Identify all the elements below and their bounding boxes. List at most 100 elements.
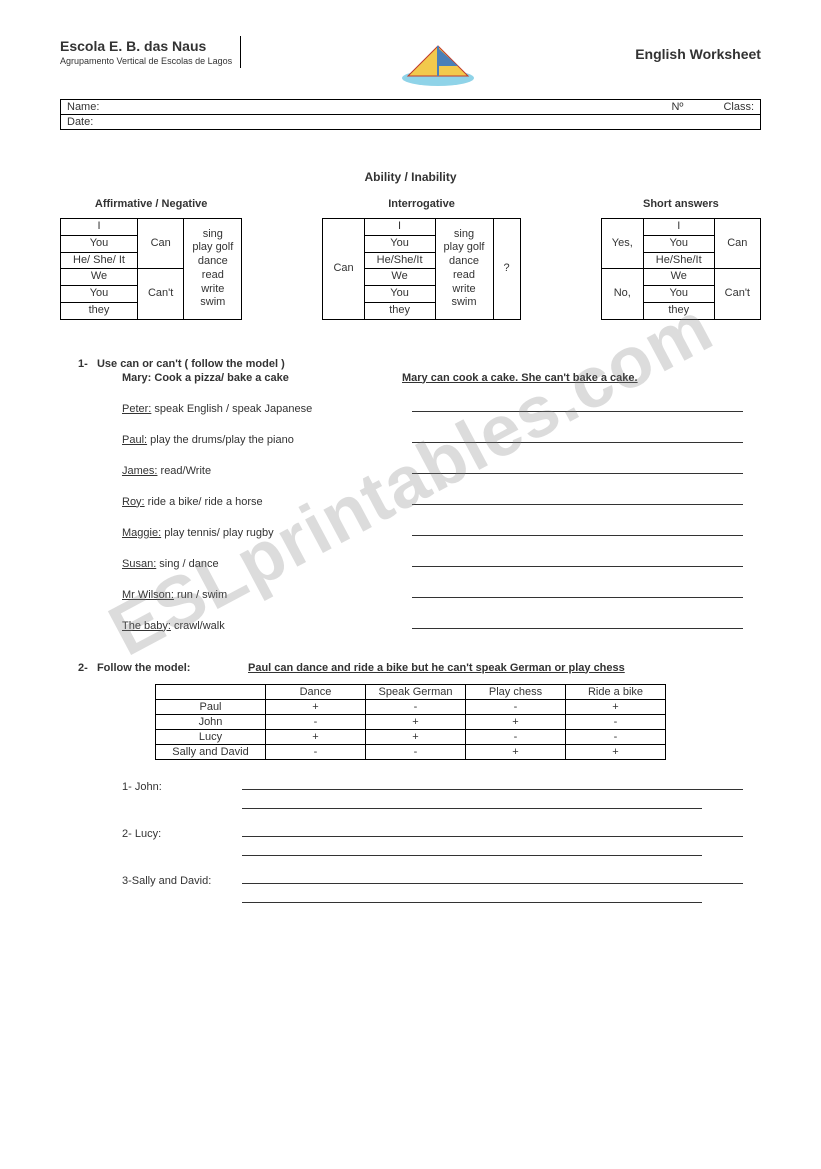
subj-cell: I	[364, 219, 435, 236]
subj-cell: He/She/It	[364, 252, 435, 269]
ex1-answer-blank[interactable]	[412, 555, 743, 567]
short-title: Short answers	[601, 198, 761, 210]
school-subtitle: Agrupamento Vertical de Escolas de Lagos	[60, 56, 232, 66]
ex1-model-row: Mary: Cook a pizza/ bake a cake Mary can…	[78, 372, 743, 384]
ex1-prompt: Paul: play the drums/play the piano	[122, 434, 412, 446]
ex2-num: 2-	[78, 662, 88, 674]
subj-cell: You	[643, 235, 714, 252]
ex1-answer-blank[interactable]	[412, 431, 743, 443]
ex1-answer-blank[interactable]	[412, 462, 743, 474]
class-label: Class:	[723, 101, 754, 113]
ex1-item-row: Susan: sing / dance	[78, 555, 743, 570]
ex1-task: play tennis/ play rugby	[161, 527, 274, 539]
ex1-person-name: Mr Wilson:	[122, 589, 174, 601]
ex1-task: ride a bike/ ride a horse	[145, 496, 263, 508]
ex1-prompt: Mr Wilson: run / swim	[122, 589, 412, 601]
grammar-tables-row: Affirmative / Negative I Can singplay go…	[60, 198, 761, 320]
ex1-prompt: Roy: ride a bike/ ride a horse	[122, 496, 412, 508]
subj-cell: He/ She/ It	[61, 252, 138, 269]
ex1-person-name: Susan:	[122, 558, 156, 570]
ex2-answer-blank-cont[interactable]	[242, 844, 702, 856]
subj-cell: You	[364, 235, 435, 252]
ex2-row-name: John	[156, 714, 266, 729]
ex1-person-name: Maggie:	[122, 527, 161, 539]
ex1-task: play the drums/play the piano	[147, 434, 294, 446]
subj-cell: We	[364, 269, 435, 286]
ex2-cell: +	[566, 744, 666, 759]
school-name: Escola E. B. das Naus	[60, 38, 232, 54]
ex2-answer-blank[interactable]	[242, 825, 743, 837]
subj-cell: You	[364, 286, 435, 303]
ex1-answer-blank[interactable]	[412, 617, 743, 629]
ex1-task: run / swim	[174, 589, 227, 601]
ex2-cell: -	[466, 729, 566, 744]
ex2-cell: -	[566, 714, 666, 729]
ex2-cell: +	[366, 729, 466, 744]
ex2-cell: +	[266, 729, 366, 744]
cant-cell: Can't	[137, 269, 183, 319]
info-row-name: Name: Nº Class:	[61, 100, 760, 115]
ex2-answer-row: 2- Lucy:	[122, 825, 743, 840]
ex2-answer-blank-cont[interactable]	[242, 797, 702, 809]
subj-cell: they	[643, 302, 714, 319]
ex1-model-answer: Mary can cook a cake. She can't bake a c…	[402, 372, 638, 384]
ex1-prompt: James: read/Write	[122, 465, 412, 477]
subj-cell: they	[364, 302, 435, 319]
ex2-line-label: 1- John:	[122, 781, 242, 793]
ex1-answer-blank[interactable]	[412, 493, 743, 505]
subj-cell: I	[61, 219, 138, 236]
ex2-answer-row: 1- John:	[122, 778, 743, 793]
ex1-num: 1-	[78, 358, 88, 370]
ex2-cell: -	[266, 714, 366, 729]
ex2-answer-row: 3-Sally and David:	[122, 872, 743, 887]
ex2-col-header: Ride a bike	[566, 684, 666, 699]
exercise-1: 1- Use can or can't ( follow the model )…	[60, 358, 761, 632]
ex2-instruction: Follow the model:	[97, 662, 191, 674]
ex2-col-header: Play chess	[466, 684, 566, 699]
interrog-title: Interrogative	[322, 198, 520, 210]
subj-cell: they	[61, 302, 138, 319]
ex2-answer-blank[interactable]	[242, 778, 743, 790]
section-title: Ability / Inability	[60, 170, 761, 184]
ex1-prompt: Peter: speak English / speak Japanese	[122, 403, 412, 415]
interrog-table: Can I singplay golfdancereadwriteswim ? …	[322, 218, 520, 320]
ex2-cell: -	[566, 729, 666, 744]
can-cell: Can	[137, 219, 183, 269]
subj-cell: You	[643, 286, 714, 303]
grammar-affirmative-negative: Affirmative / Negative I Can singplay go…	[60, 198, 242, 320]
header-left: Escola E. B. das Naus Agrupamento Vertic…	[60, 36, 241, 68]
ex1-task: sing / dance	[156, 558, 218, 570]
ex1-item-row: Maggie: play tennis/ play rugby	[78, 524, 743, 539]
verbs-cell: singplay golfdancereadwriteswim	[184, 219, 242, 320]
ex2-cell: -	[366, 744, 466, 759]
number-label: Nº	[671, 101, 683, 113]
grammar-short-answers: Short answers Yes, I Can You He/She/It N…	[601, 198, 761, 320]
ex1-person-name: The baby:	[122, 620, 171, 632]
ex1-answer-blank[interactable]	[412, 524, 743, 536]
ex2-cell: +	[366, 714, 466, 729]
ex2-answer-blank-cont[interactable]	[242, 891, 702, 903]
affneg-table: I Can singplay golfdancereadwriteswim Yo…	[60, 218, 242, 320]
student-info-box: Name: Nº Class: Date:	[60, 99, 761, 130]
verbs-cell: singplay golfdancereadwriteswim	[435, 219, 493, 320]
ex2-col-header	[156, 684, 266, 699]
ex2-line-label: 3-Sally and David:	[122, 875, 242, 887]
subj-cell: You	[61, 235, 138, 252]
ex2-cell: +	[266, 699, 366, 714]
ex1-person-name: Paul:	[122, 434, 147, 446]
ex1-item-row: James: read/Write	[78, 462, 743, 477]
ex1-item-row: Paul: play the drums/play the piano	[78, 431, 743, 446]
ex2-cell: -	[266, 744, 366, 759]
qmark-cell: ?	[493, 219, 520, 320]
ex1-prompt: The baby: crawl/walk	[122, 620, 412, 632]
ex2-answer-blank[interactable]	[242, 872, 743, 884]
ex2-answer-lines: 1- John: 2- Lucy: 3-Sally and David:	[60, 778, 761, 903]
ex2-cell: +	[466, 714, 566, 729]
affneg-title: Affirmative / Negative	[60, 198, 242, 210]
ex2-col-header: Dance	[266, 684, 366, 699]
no-cell: No,	[601, 269, 643, 319]
ex1-answer-blank[interactable]	[412, 400, 743, 412]
info-row-date: Date:	[61, 115, 760, 129]
ex1-answer-blank[interactable]	[412, 586, 743, 598]
subj-cell: We	[61, 269, 138, 286]
